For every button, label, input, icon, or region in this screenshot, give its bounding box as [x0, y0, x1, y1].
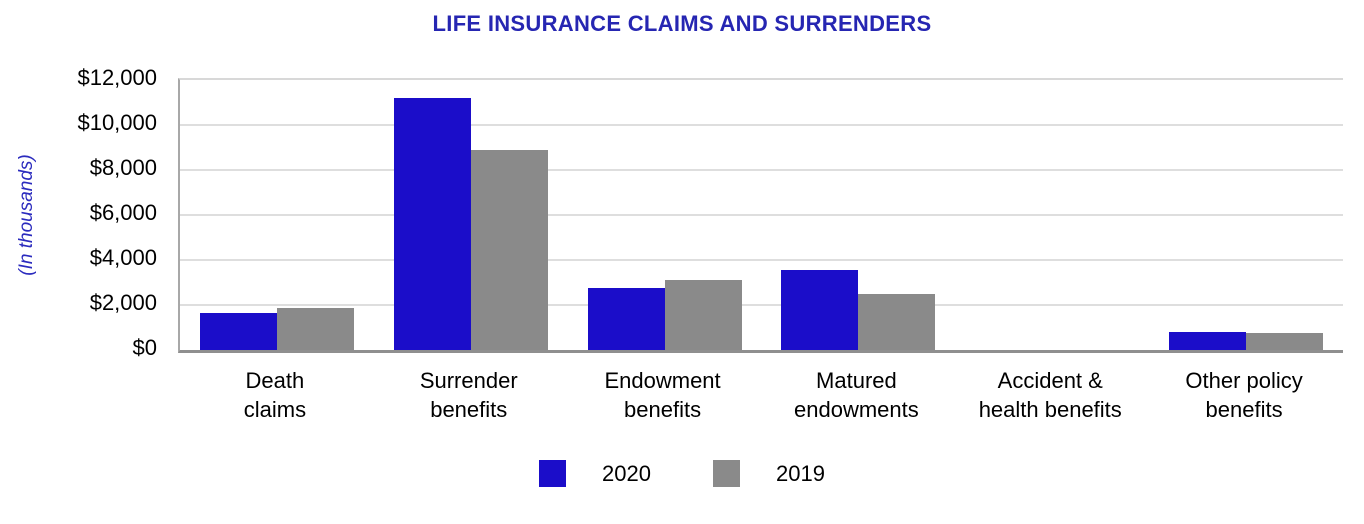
bar-2020-death-claims — [199, 312, 277, 350]
bar-2019-death-claims — [276, 308, 354, 350]
bar-2019-surrender-benefits — [470, 149, 548, 350]
x-label-endowment-benefits: Endowment benefits — [546, 366, 780, 424]
y-axis-tick-labels: $0 $2,000 $4,000 $6,000 $8,000 $10,000 $12,000 — [0, 65, 157, 360]
bar-2020-endowment-benefits — [587, 288, 665, 350]
y-tick-label-12000: $12,000 — [77, 65, 157, 90]
bar-group-death-claims — [180, 80, 374, 350]
bar-2020-other-policy-benefits — [1169, 332, 1247, 350]
gridline-2000 — [180, 304, 1343, 307]
chart-title: LIFE INSURANCE CLAIMS AND SURRENDERS — [432, 11, 932, 36]
y-tick-label-10000: $10,000 — [77, 110, 157, 135]
x-label-surrender-benefits: Surrender benefits — [352, 366, 586, 424]
x-label-line: benefits — [624, 397, 702, 422]
x-label-line: benefits — [430, 397, 508, 422]
x-label-matured-endowments: Matured endowments — [740, 366, 974, 424]
x-label-line: endowments — [794, 397, 919, 422]
x-label-line: benefits — [1205, 397, 1283, 422]
y-tick-label-0: $0 — [132, 335, 157, 360]
bar-2019-matured-endowments — [858, 293, 936, 350]
x-axis-category-labels: Death claims Surrender benefits Endowment ben… — [178, 366, 1341, 428]
x-label-death-claims: Death claims — [158, 366, 392, 424]
gridline-4000 — [180, 259, 1343, 262]
legend-item-2020: 2020 — [539, 460, 651, 487]
bar-2019-other-policy-benefits — [1246, 332, 1324, 350]
legend-item-2019: 2019 — [713, 460, 825, 487]
gridline-10000 — [180, 124, 1343, 126]
x-label-line: Matured — [816, 368, 897, 393]
plot-area — [178, 78, 1343, 353]
bar-2019-endowment-benefits — [664, 280, 742, 350]
x-label-other-policy-benefits: Other policy benefits — [1127, 366, 1361, 424]
bar-group-surrender-benefits — [374, 80, 568, 350]
x-label-line: health benefits — [978, 397, 1122, 422]
legend-label-2019: 2019 — [776, 460, 825, 486]
bar-group-accident-health-benefits — [955, 80, 1149, 350]
gridline-6000 — [180, 214, 1343, 216]
y-tick-label-2000: $2,000 — [89, 290, 157, 315]
x-label-line: Endowment — [604, 368, 721, 393]
y-tick-label-8000: $8,000 — [89, 155, 157, 180]
legend-swatch-2020 — [539, 460, 567, 487]
legend-swatch-2019 — [713, 460, 740, 487]
x-label-line: Surrender — [419, 368, 518, 393]
bar-2020-matured-endowments — [781, 270, 859, 350]
legend-label-2020: 2020 — [602, 460, 651, 486]
gridline-8000 — [180, 169, 1343, 172]
y-tick-label-4000: $4,000 — [89, 245, 157, 270]
bar-group-other-policy-benefits — [1149, 80, 1343, 350]
legend: 2020 2019 — [0, 460, 1364, 487]
x-label-line: claims — [243, 397, 307, 422]
x-label-line: Death — [245, 368, 305, 393]
y-tick-label-6000: $6,000 — [89, 200, 157, 225]
bar-2020-surrender-benefits — [393, 98, 471, 350]
bar-group-endowment-benefits — [568, 80, 762, 350]
x-label-line: Other policy — [1185, 368, 1303, 393]
bar-group-matured-endowments — [762, 80, 956, 350]
x-label-accident-health-benefits: Accident & health benefits — [933, 366, 1167, 424]
x-label-line: Accident & — [997, 368, 1103, 393]
